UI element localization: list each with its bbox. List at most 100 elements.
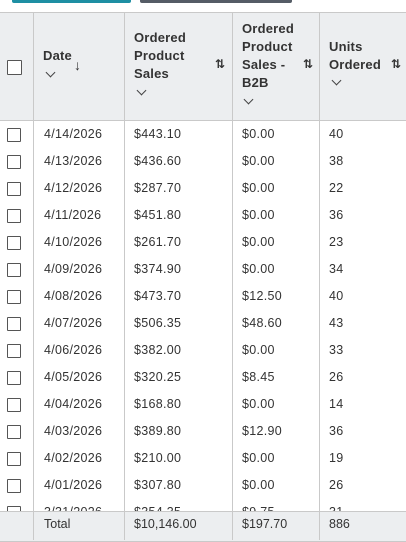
sort-toggle-icon[interactable]: ⇅ xyxy=(391,57,402,71)
sort-descending-icon[interactable]: ↓ xyxy=(74,57,81,73)
row-select-checkbox[interactable] xyxy=(7,506,21,513)
column-header-date[interactable]: Date ↓ xyxy=(34,13,124,120)
column-header-units[interactable]: Units Ordered ⇅ xyxy=(319,13,406,120)
table-row[interactable]: 4/08/2026 $473.70 $12.50 40 xyxy=(0,283,406,311)
row-select-checkbox[interactable] xyxy=(7,263,21,277)
cell-units: 19 xyxy=(329,451,344,465)
cell-sales: $210.00 xyxy=(134,451,182,465)
column-divider[interactable] xyxy=(124,13,125,540)
cell-units: 14 xyxy=(329,397,344,411)
cell-date: 4/14/2026 xyxy=(44,127,103,141)
cell-date: 4/09/2026 xyxy=(44,262,103,276)
sort-toggle-icon[interactable]: ⇅ xyxy=(303,57,314,71)
cell-date: 4/05/2026 xyxy=(44,370,103,384)
table-row[interactable]: 4/04/2026 $168.80 $0.00 14 xyxy=(0,391,406,419)
row-select-checkbox[interactable] xyxy=(7,236,21,250)
cell-units: 40 xyxy=(329,127,344,141)
cell-sales: $261.70 xyxy=(134,235,182,249)
row-select-checkbox[interactable] xyxy=(7,452,21,466)
cell-units: 33 xyxy=(329,343,344,357)
cell-b2b: $0.00 xyxy=(242,343,275,357)
cell-b2b: $0.00 xyxy=(242,235,275,249)
column-divider[interactable] xyxy=(232,13,233,540)
cell-sales: $382.00 xyxy=(134,343,182,357)
table-row[interactable]: 4/05/2026 $320.25 $8.45 26 xyxy=(0,364,406,392)
cell-date: 4/08/2026 xyxy=(44,289,103,303)
cell-date: 4/07/2026 xyxy=(44,316,103,330)
cell-units: 38 xyxy=(329,154,344,168)
row-select-checkbox[interactable] xyxy=(7,371,21,385)
cell-date: 4/01/2026 xyxy=(44,478,103,492)
table-row[interactable]: 4/11/2026 $451.80 $0.00 36 xyxy=(0,202,406,230)
cell-sales: $389.80 xyxy=(134,424,182,438)
row-select-checkbox[interactable] xyxy=(7,479,21,493)
cell-units: 26 xyxy=(329,370,344,384)
column-header-b2b-line1: Ordered xyxy=(242,21,294,36)
table-row[interactable]: 3/31/2026 $354.35 $9.75 31 xyxy=(0,499,406,513)
chevron-down-icon[interactable] xyxy=(136,85,147,96)
cell-b2b: $0.00 xyxy=(242,451,275,465)
cell-sales: $443.10 xyxy=(134,127,182,141)
cell-units: 34 xyxy=(329,262,344,276)
row-select-checkbox[interactable] xyxy=(7,155,21,169)
cell-units: 36 xyxy=(329,208,344,222)
secondary-action-button[interactable] xyxy=(140,0,292,3)
select-all-checkbox[interactable] xyxy=(7,60,22,75)
column-divider[interactable] xyxy=(319,13,320,540)
cell-sales: $307.80 xyxy=(134,478,182,492)
cell-b2b: $0.00 xyxy=(242,397,275,411)
column-header-units-line2: Ordered xyxy=(329,57,381,72)
cell-date: 4/02/2026 xyxy=(44,451,103,465)
table-row[interactable]: 4/12/2026 $287.70 $0.00 22 xyxy=(0,175,406,203)
cell-b2b: $0.00 xyxy=(242,262,275,276)
cell-units: 26 xyxy=(329,478,344,492)
cell-b2b: $9.75 xyxy=(242,505,275,513)
table-row[interactable]: 4/14/2026 $443.10 $0.00 40 xyxy=(0,121,406,149)
row-select-checkbox[interactable] xyxy=(7,290,21,304)
row-select-checkbox[interactable] xyxy=(7,344,21,358)
table-row[interactable]: 4/02/2026 $210.00 $0.00 19 xyxy=(0,445,406,473)
row-select-checkbox[interactable] xyxy=(7,317,21,331)
cell-sales: $374.90 xyxy=(134,262,182,276)
cell-date: 4/13/2026 xyxy=(44,154,103,168)
cell-b2b: $12.50 xyxy=(242,289,283,303)
grid-body: 4/14/2026 $443.10 $0.00 40 4/13/2026 $436.60 $… xyxy=(0,121,406,513)
cell-units: 43 xyxy=(329,316,344,330)
cell-date: 4/03/2026 xyxy=(44,424,103,438)
column-header-sales-line3: Sales xyxy=(134,66,169,81)
primary-action-button[interactable] xyxy=(12,0,131,3)
cell-sales: $287.70 xyxy=(134,181,182,195)
row-select-checkbox[interactable] xyxy=(7,128,21,142)
column-header-b2b[interactable]: Ordered Product Sales - B2B ⇅ xyxy=(232,13,319,120)
data-grid: Date ↓ Ordered Product Sales ⇅ Ordered P… xyxy=(0,12,406,542)
table-row[interactable]: 4/06/2026 $382.00 $0.00 33 xyxy=(0,337,406,365)
total-units: 886 xyxy=(329,517,350,531)
table-row[interactable]: 4/07/2026 $506.35 $48.60 43 xyxy=(0,310,406,338)
total-label: Total xyxy=(44,517,71,531)
table-row[interactable]: 4/03/2026 $389.80 $12.90 36 xyxy=(0,418,406,446)
column-header-b2b-line2: Product xyxy=(242,39,293,54)
cell-date: 4/11/2026 xyxy=(44,208,102,222)
chevron-down-icon[interactable] xyxy=(243,94,254,105)
grid-footer-totals: Total $10,146.00 $197.70 886 xyxy=(0,511,406,542)
column-header-date-label: Date xyxy=(43,48,72,63)
cell-units: 36 xyxy=(329,424,344,438)
chevron-down-icon[interactable] xyxy=(331,75,342,86)
column-header-sales-line2: Product xyxy=(134,48,185,63)
table-row[interactable]: 4/01/2026 $307.80 $0.00 26 xyxy=(0,472,406,500)
row-select-checkbox[interactable] xyxy=(7,182,21,196)
cell-date: 4/04/2026 xyxy=(44,397,103,411)
cell-sales: $168.80 xyxy=(134,397,182,411)
table-row[interactable]: 4/13/2026 $436.60 $0.00 38 xyxy=(0,148,406,176)
cell-units: 22 xyxy=(329,181,344,195)
table-row[interactable]: 4/09/2026 $374.90 $0.00 34 xyxy=(0,256,406,284)
row-select-checkbox[interactable] xyxy=(7,425,21,439)
cell-date: 3/31/2026 xyxy=(44,505,103,513)
column-header-sales[interactable]: Ordered Product Sales ⇅ xyxy=(124,13,232,120)
sort-toggle-icon[interactable]: ⇅ xyxy=(215,57,226,71)
row-select-checkbox[interactable] xyxy=(7,209,21,223)
chevron-down-icon[interactable] xyxy=(45,67,56,78)
row-select-checkbox[interactable] xyxy=(7,398,21,412)
table-row[interactable]: 4/10/2026 $261.70 $0.00 23 xyxy=(0,229,406,257)
cell-sales: $506.35 xyxy=(134,316,182,330)
